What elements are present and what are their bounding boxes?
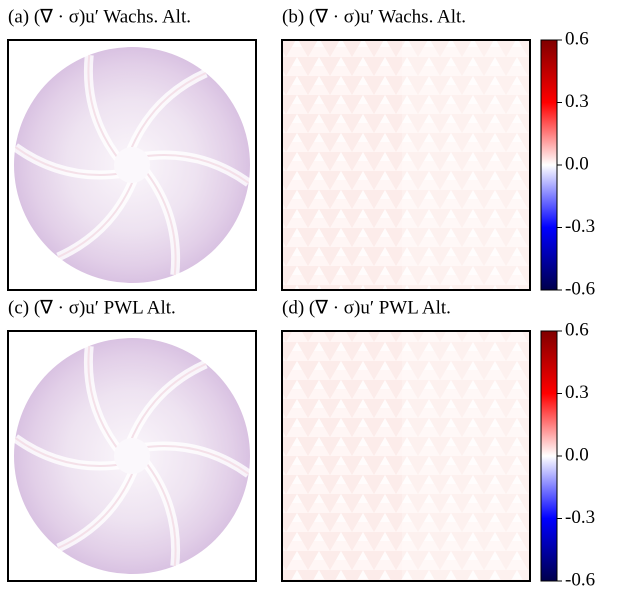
panel-frame xyxy=(7,330,257,582)
colorbar xyxy=(540,39,558,291)
colorbar-tick-label: -0.6 xyxy=(565,569,595,590)
colorbar-tick-label: 0.6 xyxy=(565,319,589,340)
swirl-pink xyxy=(87,54,122,163)
panel-frame xyxy=(7,39,257,291)
center xyxy=(114,147,150,183)
swirl-pink xyxy=(142,458,177,567)
panel-title: (b) (∇ · σ)u′ Wachs. Alt. xyxy=(282,6,466,27)
panel-bg xyxy=(282,331,530,581)
swirl-pink xyxy=(57,176,136,258)
center xyxy=(114,438,150,474)
swirl-pink xyxy=(140,154,250,184)
panel-title: (c) (∇ · σ)u′ PWL Alt. xyxy=(8,297,176,318)
swirl-pink xyxy=(87,345,122,454)
panel-frame xyxy=(281,39,531,291)
colorbar-tick-label: 0.3 xyxy=(565,382,589,403)
swirl-pink xyxy=(128,363,207,445)
swirl-pink xyxy=(14,146,124,176)
colorbar-tick-label: 0.0 xyxy=(565,153,589,174)
swirl-pink xyxy=(140,445,250,475)
colorbar-tick-label: -0.3 xyxy=(565,507,595,528)
panel-frame xyxy=(281,330,531,582)
colorbar-tick-label: -0.3 xyxy=(565,216,595,237)
shade xyxy=(402,40,530,290)
shade xyxy=(402,331,530,581)
panel-bg xyxy=(282,40,530,290)
colorbar-tick-label: 0.6 xyxy=(565,28,589,49)
colorbar-tick-label: 0.0 xyxy=(565,444,589,465)
panel-title: (d) (∇ · σ)u′ PWL Alt. xyxy=(282,297,451,318)
panel-title: (a) (∇ · σ)u′ Wachs. Alt. xyxy=(8,6,191,27)
colorbar xyxy=(540,330,558,582)
swirl-pink xyxy=(128,72,207,154)
panels: (a) (∇ · σ)u′ Wachs. Alt. (b) (∇ · σ)u′ W… xyxy=(7,6,595,590)
swirl-pink xyxy=(142,167,177,276)
colorbar-tick-label: 0.3 xyxy=(565,91,589,112)
swirl-pink xyxy=(14,437,124,467)
swirl-pink xyxy=(57,467,136,549)
colorbar-tick-label: -0.6 xyxy=(565,278,595,299)
